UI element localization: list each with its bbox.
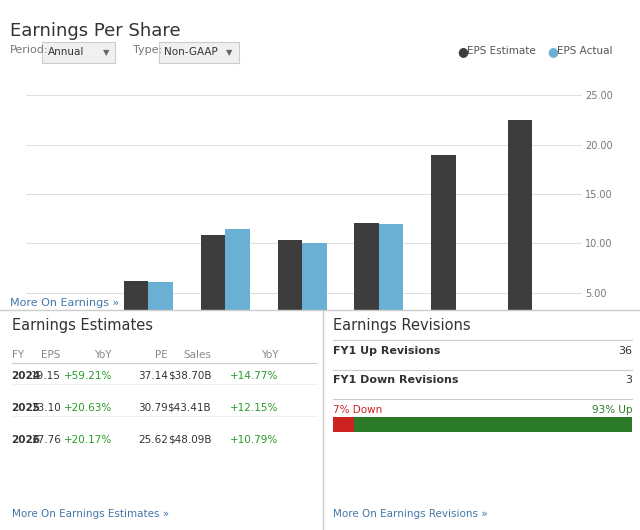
Text: EPS Actual: EPS Actual: [557, 46, 612, 56]
Text: +12.15%: +12.15%: [230, 403, 278, 413]
Text: +20.17%: +20.17%: [64, 435, 112, 445]
Text: +20.63%: +20.63%: [64, 403, 112, 413]
Text: 2026: 2026: [12, 435, 40, 445]
Bar: [355, 223, 379, 342]
Text: 19.15: 19.15: [31, 371, 61, 381]
Text: 23.10: 23.10: [31, 403, 61, 413]
Bar: [302, 243, 326, 342]
Text: 36: 36: [618, 346, 632, 356]
Text: $43.41B: $43.41B: [168, 403, 211, 413]
Bar: [278, 240, 302, 342]
Text: 3: 3: [625, 375, 632, 385]
Bar: [148, 282, 173, 342]
Text: Annual: Annual: [47, 48, 84, 57]
Bar: [72, 310, 96, 342]
Text: More On Earnings Estimates »: More On Earnings Estimates »: [12, 509, 169, 519]
Text: Period:: Period:: [10, 46, 48, 55]
Text: ●: ●: [458, 45, 468, 58]
Text: PE: PE: [155, 350, 168, 360]
Text: More On Earnings »: More On Earnings »: [10, 298, 119, 308]
Text: FY: FY: [12, 350, 24, 360]
Text: 7% Down: 7% Down: [333, 405, 382, 415]
Text: A-: A-: [604, 320, 620, 333]
Text: +10.79%: +10.79%: [230, 435, 278, 445]
Bar: [201, 235, 225, 342]
Text: 27.76: 27.76: [31, 435, 61, 445]
Bar: [508, 120, 532, 342]
Text: 93% Up: 93% Up: [592, 405, 632, 415]
Text: Sales: Sales: [183, 350, 211, 360]
Text: ▼: ▼: [103, 48, 109, 57]
Text: YoY: YoY: [95, 350, 112, 360]
Bar: [431, 155, 456, 342]
Bar: [47, 317, 72, 342]
Text: +14.77%: +14.77%: [230, 371, 278, 381]
Text: Type:: Type:: [133, 46, 163, 55]
Bar: [124, 281, 148, 342]
Bar: [225, 229, 250, 342]
Text: FY1 Up Revisions: FY1 Up Revisions: [333, 346, 440, 356]
Text: Earnings Per Share: Earnings Per Share: [10, 22, 180, 40]
Text: 30.79: 30.79: [138, 403, 168, 413]
Text: $48.09B: $48.09B: [168, 435, 211, 445]
Text: 37.14: 37.14: [138, 371, 168, 381]
Text: More On Earnings Revisions »: More On Earnings Revisions »: [333, 509, 488, 519]
Text: 2025: 2025: [12, 403, 40, 413]
Text: 2024: 2024: [12, 371, 41, 381]
Text: Earnings Revisions: Earnings Revisions: [333, 318, 470, 333]
Text: ●: ●: [547, 45, 558, 58]
Text: EPS Estimate: EPS Estimate: [467, 46, 536, 56]
Text: +59.21%: +59.21%: [63, 371, 112, 381]
Text: FY1 Down Revisions: FY1 Down Revisions: [333, 375, 458, 385]
Text: YoY: YoY: [261, 350, 278, 360]
Text: Non-GAAP: Non-GAAP: [164, 48, 218, 57]
Text: EPS: EPS: [42, 350, 61, 360]
Text: ▼: ▼: [226, 48, 232, 57]
Text: 25.62: 25.62: [138, 435, 168, 445]
Text: Earnings Estimates: Earnings Estimates: [12, 318, 152, 333]
Text: $38.70B: $38.70B: [168, 371, 211, 381]
Bar: [379, 224, 403, 342]
